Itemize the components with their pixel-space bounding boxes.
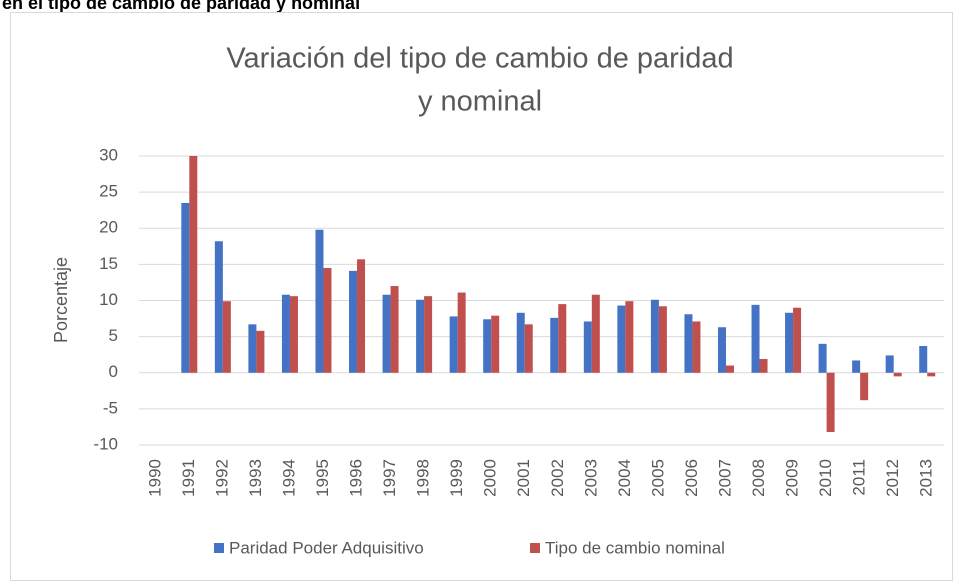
x-tick-label: 2001: [514, 459, 533, 497]
bar: [692, 321, 701, 373]
y-tick-label: 5: [109, 326, 118, 345]
bar: [349, 270, 358, 373]
bar: [382, 294, 391, 373]
bar: [927, 372, 936, 377]
chart-frame: [10, 12, 953, 581]
bar: [826, 372, 835, 432]
x-tick-label: 1999: [447, 459, 466, 497]
bar: [550, 317, 559, 373]
x-tick-label: 2011: [850, 459, 869, 496]
bar: [424, 296, 433, 373]
bar: [751, 304, 760, 373]
header-text: en el tipo de cambio de paridad y nomina…: [2, 0, 360, 13]
y-axis-label: Porcentaje: [51, 257, 71, 343]
bar: [256, 330, 265, 373]
bar: [457, 292, 466, 373]
y-tick-label: 0: [109, 362, 118, 381]
bar: [658, 306, 667, 373]
y-tick-label: -10: [93, 434, 118, 453]
legend-label: Paridad Poder Adquisitivo: [229, 538, 424, 557]
x-tick-label: 2007: [715, 459, 734, 497]
bar: [852, 360, 861, 373]
bar: [315, 229, 324, 373]
x-tick-label: 1993: [246, 459, 265, 497]
bar: [289, 296, 298, 373]
bar: [181, 202, 190, 373]
bar: [416, 299, 425, 373]
bar: [483, 319, 492, 373]
bar: [591, 294, 600, 373]
x-tick-label: 1991: [179, 459, 198, 497]
x-tick-label: 1998: [414, 459, 433, 497]
bar: [625, 301, 634, 373]
bar: [717, 327, 726, 373]
x-tick-label: 2006: [682, 459, 701, 497]
x-tick-label: 2008: [749, 459, 768, 497]
legend-swatch: [530, 543, 540, 553]
bar: [919, 346, 928, 373]
bar: [222, 301, 231, 373]
x-tick-label: 1996: [347, 459, 366, 497]
x-tick-label: 2010: [816, 459, 835, 497]
legend-label: Tipo de cambio nominal: [545, 538, 725, 557]
bar: [558, 304, 567, 373]
bar: [785, 312, 794, 373]
y-tick-label: 20: [99, 218, 118, 237]
bar: [323, 267, 332, 373]
x-tick-label: 2013: [917, 459, 936, 497]
bar: [189, 156, 198, 373]
x-tick-label: 2000: [481, 459, 500, 497]
x-tick-label: 1997: [380, 459, 399, 497]
bar: [357, 259, 366, 373]
x-tick-label: 1992: [212, 459, 231, 497]
bar: [583, 321, 592, 373]
y-tick-label: 30: [99, 145, 118, 164]
y-tick-label: 15: [99, 254, 118, 273]
bar: [793, 307, 802, 373]
bar: [818, 343, 827, 373]
chart-title: Variación del tipo de cambio de paridad: [226, 43, 733, 75]
bar: [893, 372, 902, 377]
bar: [449, 316, 458, 373]
bar: [281, 294, 290, 373]
x-tick-label: 2002: [548, 459, 567, 497]
x-tick-label: 1990: [145, 459, 164, 497]
y-tick-label: 25: [99, 182, 118, 201]
bar: [759, 359, 768, 373]
bar: [617, 305, 626, 373]
bar: [390, 286, 399, 373]
x-tick-label: 1994: [279, 459, 298, 497]
x-tick-label: 2012: [883, 459, 902, 497]
x-tick-label: 2009: [783, 459, 802, 497]
x-tick-label: 2003: [581, 459, 600, 497]
y-tick-label: -5: [103, 398, 118, 417]
bar: [248, 324, 257, 373]
x-tick-label: 2004: [615, 459, 634, 497]
y-tick-label: 10: [99, 290, 118, 309]
bar: [860, 372, 869, 401]
bar: [524, 324, 533, 373]
legend-swatch: [214, 543, 224, 553]
bar: [725, 365, 734, 373]
x-tick-label: 2005: [648, 459, 667, 497]
bar: [491, 315, 500, 373]
bar: [214, 241, 223, 373]
x-tick-label: 1995: [313, 459, 332, 497]
bar: [885, 355, 894, 373]
bar: [516, 312, 525, 373]
bar: [684, 314, 693, 373]
chart-title: y nominal: [418, 86, 542, 118]
bar: [650, 299, 659, 373]
